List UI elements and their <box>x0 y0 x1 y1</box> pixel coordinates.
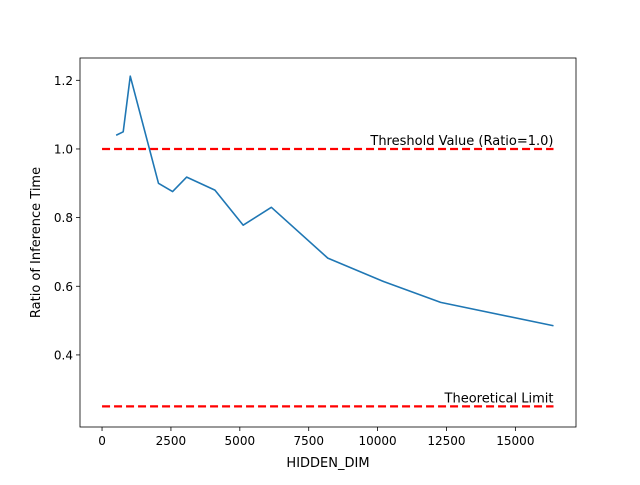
x-axis: 0 2500 5000 7500 10000 12500 15000 <box>98 427 534 448</box>
reference-line-label-0: Threshold Value (Ratio=1.0) <box>369 134 553 149</box>
plot-area <box>80 58 576 427</box>
series-line-0 <box>115 75 554 327</box>
x-tick-label: 10000 <box>359 434 397 448</box>
y-tick-label: 0.8 <box>54 211 73 225</box>
y-tick-label: 0.4 <box>54 348 73 362</box>
x-tick-label: 15000 <box>496 434 534 448</box>
x-axis-label: HIDDEN_DIM <box>286 456 369 471</box>
y-axis-label: Ratio of Inference Time <box>29 167 44 318</box>
x-tick-label: 12500 <box>427 434 465 448</box>
reference-line-label-1: Theoretical Limit <box>444 391 554 406</box>
x-tick-label: 0 <box>98 434 106 448</box>
y-tick-label: 1.0 <box>54 142 73 156</box>
plot-frame <box>79 57 577 428</box>
y-tick-label: 1.2 <box>54 74 73 88</box>
x-tick-label: 2500 <box>156 434 187 448</box>
y-tick-label: 0.6 <box>54 280 73 294</box>
reference-lines: Threshold Value (Ratio=1.0) Theoretical L… <box>102 134 554 408</box>
series-layer <box>115 75 554 327</box>
x-tick-label: 5000 <box>225 434 256 448</box>
y-axis: 0.4 0.6 0.8 1.0 1.2 <box>54 74 80 362</box>
x-tick-label: 7500 <box>293 434 324 448</box>
